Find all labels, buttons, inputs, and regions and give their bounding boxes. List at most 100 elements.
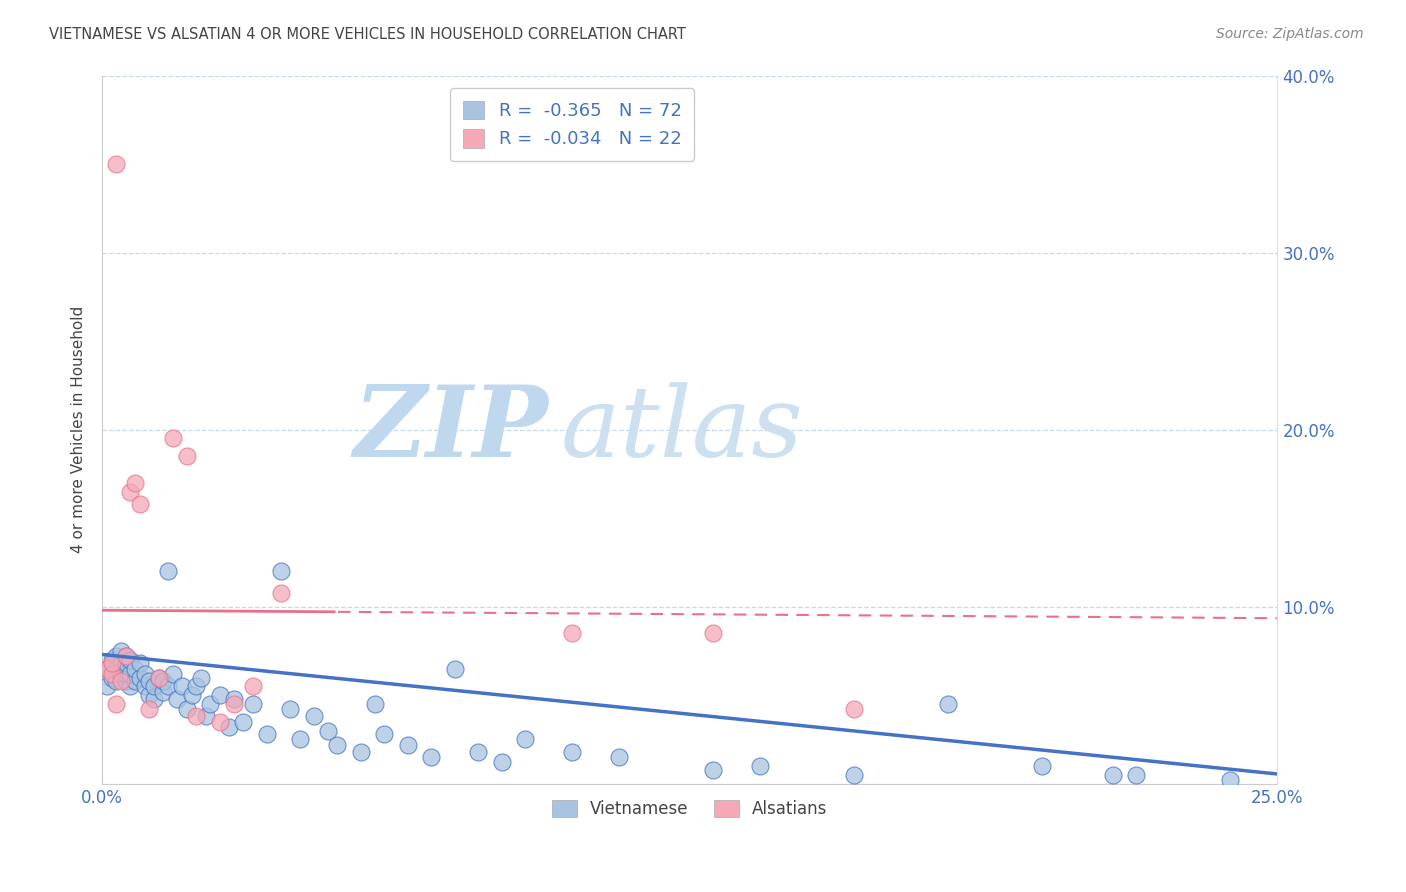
- Point: [142, 679, 165, 693]
- Point: [110, 667, 132, 681]
- Text: ZIP: ZIP: [354, 382, 548, 478]
- Point: [166, 691, 188, 706]
- Point: [420, 750, 443, 764]
- Point: [396, 738, 419, 752]
- Point: [561, 745, 583, 759]
- Legend: Vietnamese, Alsatians: Vietnamese, Alsatians: [546, 794, 834, 825]
- Point: [114, 649, 136, 664]
- Point: [208, 688, 231, 702]
- Point: [607, 750, 630, 764]
- Point: [172, 679, 194, 693]
- Point: [100, 653, 122, 667]
- Point: [128, 671, 150, 685]
- Point: [326, 738, 349, 752]
- Y-axis label: 4 or more Vehicles in Household: 4 or more Vehicles in Household: [72, 306, 86, 553]
- Point: [302, 709, 325, 723]
- Point: [134, 679, 156, 693]
- Text: VIETNAMESE VS ALSATIAN 4 OR MORE VEHICLES IN HOUSEHOLD CORRELATION CHART: VIETNAMESE VS ALSATIAN 4 OR MORE VEHICLE…: [49, 27, 686, 42]
- Point: [105, 662, 128, 676]
- Point: [110, 644, 132, 658]
- Point: [162, 667, 184, 681]
- Point: [128, 657, 150, 671]
- Point: [100, 667, 122, 681]
- Point: [176, 702, 198, 716]
- Point: [515, 732, 537, 747]
- Point: [138, 688, 160, 702]
- Point: [120, 653, 142, 667]
- Point: [157, 679, 180, 693]
- Point: [120, 667, 142, 681]
- Point: [702, 626, 724, 640]
- Point: [1125, 768, 1147, 782]
- Point: [222, 697, 245, 711]
- Point: [96, 662, 118, 676]
- Point: [180, 688, 202, 702]
- Point: [100, 657, 122, 671]
- Point: [138, 702, 160, 716]
- Point: [194, 709, 217, 723]
- Point: [186, 709, 208, 723]
- Point: [96, 679, 118, 693]
- Point: [288, 732, 311, 747]
- Point: [148, 671, 170, 685]
- Point: [100, 671, 122, 685]
- Point: [105, 674, 128, 689]
- Point: [190, 671, 212, 685]
- Point: [176, 449, 198, 463]
- Point: [561, 626, 583, 640]
- Text: Source: ZipAtlas.com: Source: ZipAtlas.com: [1216, 27, 1364, 41]
- Point: [844, 702, 866, 716]
- Point: [200, 697, 222, 711]
- Point: [152, 674, 174, 689]
- Point: [364, 697, 387, 711]
- Point: [467, 745, 489, 759]
- Point: [208, 714, 231, 729]
- Text: atlas: atlas: [561, 382, 803, 477]
- Point: [242, 697, 264, 711]
- Point: [278, 702, 301, 716]
- Point: [114, 674, 136, 689]
- Point: [373, 727, 395, 741]
- Point: [218, 720, 240, 734]
- Point: [316, 723, 339, 738]
- Point: [1031, 759, 1053, 773]
- Point: [749, 759, 772, 773]
- Point: [124, 674, 146, 689]
- Point: [270, 585, 292, 599]
- Point: [124, 662, 146, 676]
- Point: [96, 662, 118, 676]
- Point: [443, 662, 465, 676]
- Point: [114, 649, 136, 664]
- Point: [128, 497, 150, 511]
- Point: [186, 679, 208, 693]
- Point: [491, 756, 513, 770]
- Point: [936, 697, 959, 711]
- Point: [114, 667, 136, 681]
- Point: [124, 475, 146, 490]
- Point: [702, 763, 724, 777]
- Point: [138, 674, 160, 689]
- Point: [142, 691, 165, 706]
- Point: [152, 684, 174, 698]
- Point: [222, 691, 245, 706]
- Point: [105, 697, 128, 711]
- Point: [148, 671, 170, 685]
- Point: [232, 714, 254, 729]
- Point: [120, 679, 142, 693]
- Point: [110, 674, 132, 689]
- Point: [157, 564, 180, 578]
- Point: [110, 657, 132, 671]
- Point: [120, 484, 142, 499]
- Point: [134, 667, 156, 681]
- Point: [162, 432, 184, 446]
- Point: [270, 564, 292, 578]
- Point: [1219, 773, 1241, 788]
- Point: [242, 679, 264, 693]
- Point: [256, 727, 278, 741]
- Point: [114, 657, 136, 671]
- Point: [105, 649, 128, 664]
- Point: [350, 745, 373, 759]
- Point: [844, 768, 866, 782]
- Point: [1102, 768, 1125, 782]
- Point: [105, 157, 128, 171]
